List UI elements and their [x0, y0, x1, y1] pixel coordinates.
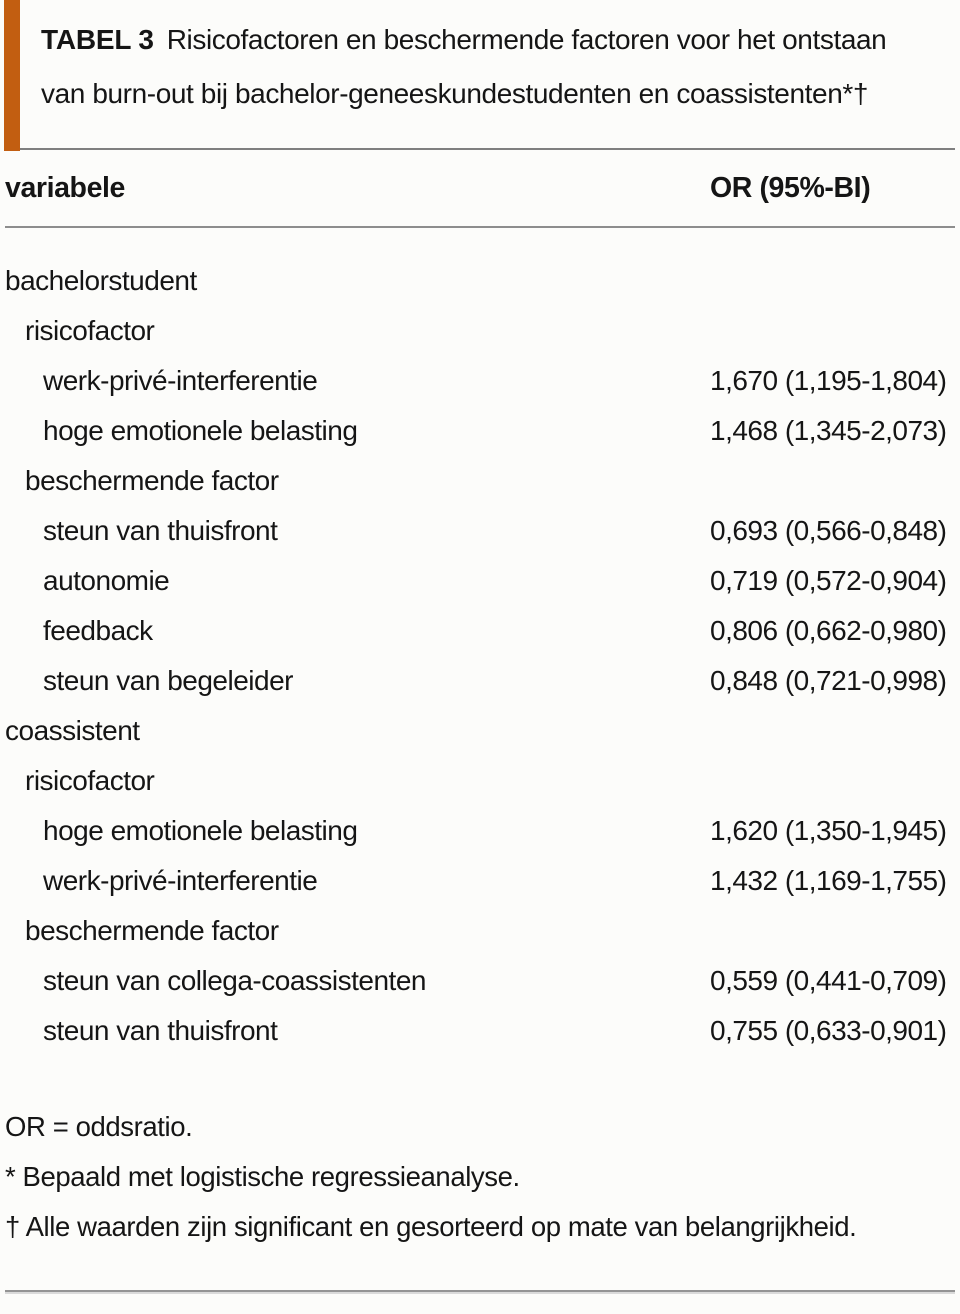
table-row: steun van thuisfront 0,693 (0,566-0,848)	[5, 506, 955, 556]
accent-bar	[4, 0, 20, 151]
table-row: beschermende factor	[5, 906, 955, 956]
footnote: † Alle waarden zijn significant en gesor…	[5, 1211, 857, 1242]
table-row: steun van thuisfront 0,755 (0,633-0,901)	[5, 1006, 955, 1056]
footnote: OR = oddsratio.	[5, 1111, 193, 1142]
table-row: coassistent	[5, 706, 955, 756]
row-label: werk-privé-interferentie	[43, 865, 318, 896]
row-or-value: 0,719 (0,572-0,904)	[710, 565, 947, 596]
row-or-value: 0,693 (0,566-0,848)	[710, 515, 947, 546]
row-or-value: 0,755 (0,633-0,901)	[710, 1015, 947, 1046]
row-label: beschermende factor	[25, 465, 279, 496]
row-or-value: 0,848 (0,721-0,998)	[710, 665, 947, 696]
table-row: autonomie 0,719 (0,572-0,904)	[5, 556, 955, 606]
divider-bottom	[5, 1290, 955, 1294]
row-or-value: 1,468 (1,345-2,073)	[710, 415, 947, 446]
table-row: werk-privé-interferentie 1,670 (1,195-1,8…	[5, 356, 955, 406]
row-label: werk-privé-interferentie	[43, 365, 318, 396]
row-or-value: 0,806 (0,662-0,980)	[710, 615, 947, 646]
row-label: autonomie	[43, 565, 170, 596]
title-caption-1: Risicofactoren en beschermende factoren …	[166, 24, 887, 55]
row-label: steun van thuisfront	[43, 515, 278, 546]
title-line-1: TABEL 3 Risicofactoren en beschermende fa…	[41, 13, 955, 67]
table-title: TABEL 3 Risicofactoren en beschermende fa…	[5, 0, 955, 150]
table-row: steun van collega-coassistenten 0,559 (0,…	[5, 956, 955, 1006]
table-row: risicofactor	[5, 306, 955, 356]
table-row: hoge emotionele belasting 1,468 (1,345-2,…	[5, 406, 955, 456]
row-label: bachelorstudent	[5, 265, 197, 296]
row-label: steun van begeleider	[43, 665, 293, 696]
table-row: bachelorstudent	[5, 256, 955, 306]
table-row: risicofactor	[5, 756, 955, 806]
table-row: feedback 0,806 (0,662-0,980)	[5, 606, 955, 656]
table-row: steun van begeleider 0,848 (0,721-0,998)	[5, 656, 955, 706]
row-or-value: 1,620 (1,350-1,945)	[710, 815, 947, 846]
row-label: hoge emotionele belasting	[43, 415, 358, 446]
footnotes: OR = oddsratio. * Bepaald met logistische…	[5, 1102, 955, 1252]
table-body: bachelorstudent risicofactor werk-privé-in…	[5, 228, 955, 1056]
table-row: werk-privé-interferentie 1,432 (1,169-1,7…	[5, 856, 955, 906]
column-header-variabele: variabele	[5, 171, 125, 204]
table-header: variabele OR (95%-BI)	[5, 150, 955, 228]
column-header-or: OR (95%-BI)	[710, 171, 871, 204]
row-label: feedback	[43, 615, 153, 646]
row-label: coassistent	[5, 715, 140, 746]
row-label: steun van thuisfront	[43, 1015, 278, 1046]
row-label: risicofactor	[25, 315, 155, 346]
table-row: beschermende factor	[5, 456, 955, 506]
row-or-value: 0,559 (0,441-0,709)	[710, 965, 947, 996]
table-row: hoge emotionele belasting 1,620 (1,350-1,…	[5, 806, 955, 856]
table-number: TABEL 3	[41, 24, 154, 55]
row-or-value: 1,432 (1,169-1,755)	[710, 865, 947, 896]
row-label: beschermende factor	[25, 915, 279, 946]
row-or-value: 1,670 (1,195-1,804)	[710, 365, 947, 396]
footnote: * Bepaald met logistische regressieanaly…	[5, 1161, 520, 1192]
row-label: risicofactor	[25, 765, 155, 796]
title-line-2: van burn-out bij bachelor-geneeskundestu…	[41, 78, 869, 109]
row-label: hoge emotionele belasting	[43, 815, 358, 846]
row-label: steun van collega-coassistenten	[43, 965, 426, 996]
